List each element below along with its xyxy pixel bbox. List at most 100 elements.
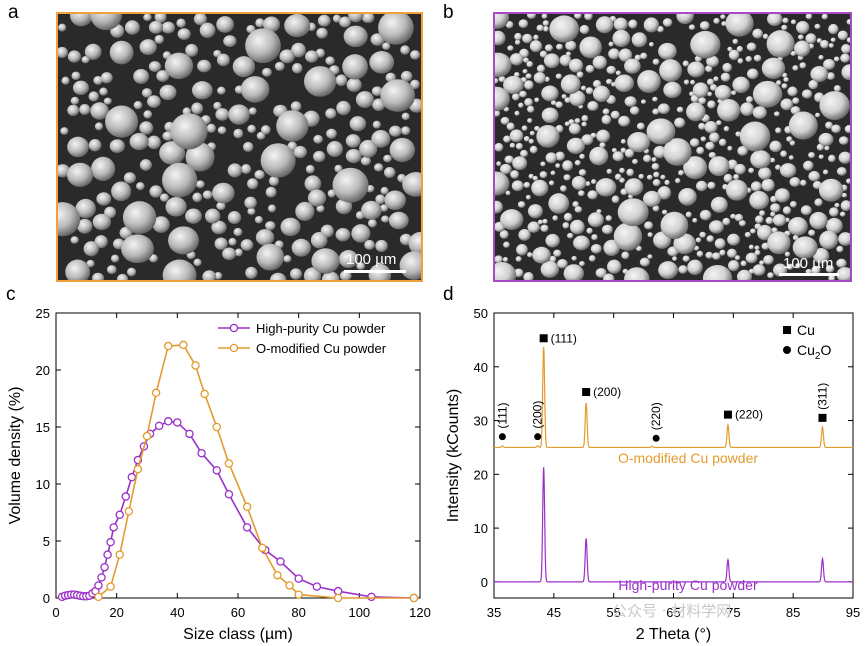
powder-particle	[579, 36, 602, 59]
powder-particle	[185, 43, 199, 57]
powder-particle	[794, 40, 811, 57]
powder-particle	[515, 142, 523, 150]
powder-particle	[696, 250, 704, 258]
powder-particle	[727, 248, 737, 258]
powder-particle	[92, 213, 111, 231]
legend-label-rest: O	[820, 342, 831, 358]
powder-particle	[106, 265, 117, 275]
powder-particle	[652, 179, 661, 187]
powder-particle	[752, 80, 783, 108]
powder-particle	[510, 170, 520, 179]
peak-label-1: (200)	[531, 401, 545, 429]
powder-particle	[638, 173, 645, 180]
powder-particle	[499, 230, 509, 239]
y-tick-label-d: 50	[474, 306, 488, 321]
powder-particle	[569, 90, 586, 107]
powder-particle	[548, 193, 570, 214]
powder-particle	[242, 141, 254, 152]
powder-particle	[65, 259, 91, 280]
data-point-1	[133, 464, 143, 474]
powder-particle	[837, 30, 849, 41]
powder-particle	[767, 272, 774, 279]
sem-image-b: 100 µm	[493, 12, 852, 282]
powder-particle	[562, 222, 570, 229]
powder-particle	[364, 239, 375, 250]
powder-particle	[718, 138, 727, 147]
powder-particle	[79, 103, 91, 115]
powder-particle	[574, 160, 581, 166]
powder-particle	[527, 118, 533, 124]
powder-particle	[591, 179, 597, 185]
legend-marker-1	[229, 343, 239, 353]
powder-particle	[628, 19, 638, 29]
powder-particle	[192, 192, 203, 203]
powder-particle	[615, 70, 621, 76]
powder-particle	[260, 143, 296, 178]
powder-particle	[533, 34, 539, 41]
powder-particle	[737, 58, 744, 64]
powder-particle	[536, 64, 546, 73]
powder-particle	[232, 56, 256, 78]
powder-particle	[784, 251, 791, 257]
powder-particle	[248, 107, 257, 115]
powder-particle	[589, 146, 609, 166]
powder-particle	[708, 220, 724, 234]
powder-particle	[332, 14, 341, 23]
powder-particle	[752, 264, 766, 276]
powder-particle	[611, 148, 618, 153]
powder-particle	[578, 190, 585, 197]
powder-particle	[371, 130, 391, 148]
data-point-1	[163, 341, 173, 351]
powder-particle	[539, 50, 548, 58]
data-point-0	[163, 417, 173, 426]
powder-particle	[626, 168, 634, 177]
powder-particle	[165, 197, 187, 217]
powder-particle	[690, 30, 721, 59]
powder-particle	[689, 138, 700, 148]
powder-particle	[316, 27, 328, 39]
powder-particle	[197, 59, 212, 73]
powder-particle	[164, 52, 194, 80]
powder-particle	[617, 198, 649, 227]
data-point-0	[109, 523, 118, 532]
series-line-1	[97, 344, 414, 599]
powder-particle	[359, 139, 378, 158]
powder-particle	[624, 148, 635, 158]
powder-particle	[516, 244, 528, 256]
powder-particle	[696, 146, 705, 155]
powder-particle	[592, 55, 607, 70]
powder-particle	[511, 93, 520, 101]
powder-particle	[88, 138, 102, 152]
powder-particle	[255, 18, 265, 28]
powder-particle	[585, 181, 591, 187]
powder-particle	[799, 179, 807, 187]
powder-particle	[818, 178, 844, 202]
powder-particle	[204, 208, 221, 224]
powder-particle	[841, 192, 848, 198]
powder-particle	[233, 227, 243, 237]
powder-particle	[682, 255, 690, 262]
powder-particle	[536, 124, 560, 148]
powder-particle	[176, 18, 186, 28]
powder-particle	[110, 254, 120, 263]
powder-particle	[326, 128, 337, 139]
peak-marker-square	[723, 410, 732, 419]
powder-particle	[511, 180, 524, 192]
powder-particle	[100, 72, 113, 84]
y-tick-label-c: 25	[36, 306, 50, 321]
x-tick-label-d: 35	[487, 605, 501, 620]
powder-particle	[813, 247, 830, 264]
powder-particle	[780, 98, 794, 111]
legend-label-d-1: Cu2O	[797, 342, 831, 362]
powder-particle	[559, 54, 572, 67]
powder-particle	[227, 163, 243, 178]
powder-particle	[613, 17, 628, 31]
powder-particle	[712, 252, 721, 260]
powder-particle	[129, 132, 149, 151]
data-point-1	[115, 550, 124, 559]
powder-particle	[749, 191, 770, 210]
powder-particle	[170, 113, 208, 150]
powder-particle	[612, 151, 624, 162]
powder-particle	[745, 96, 754, 103]
powder-particle	[335, 228, 351, 242]
